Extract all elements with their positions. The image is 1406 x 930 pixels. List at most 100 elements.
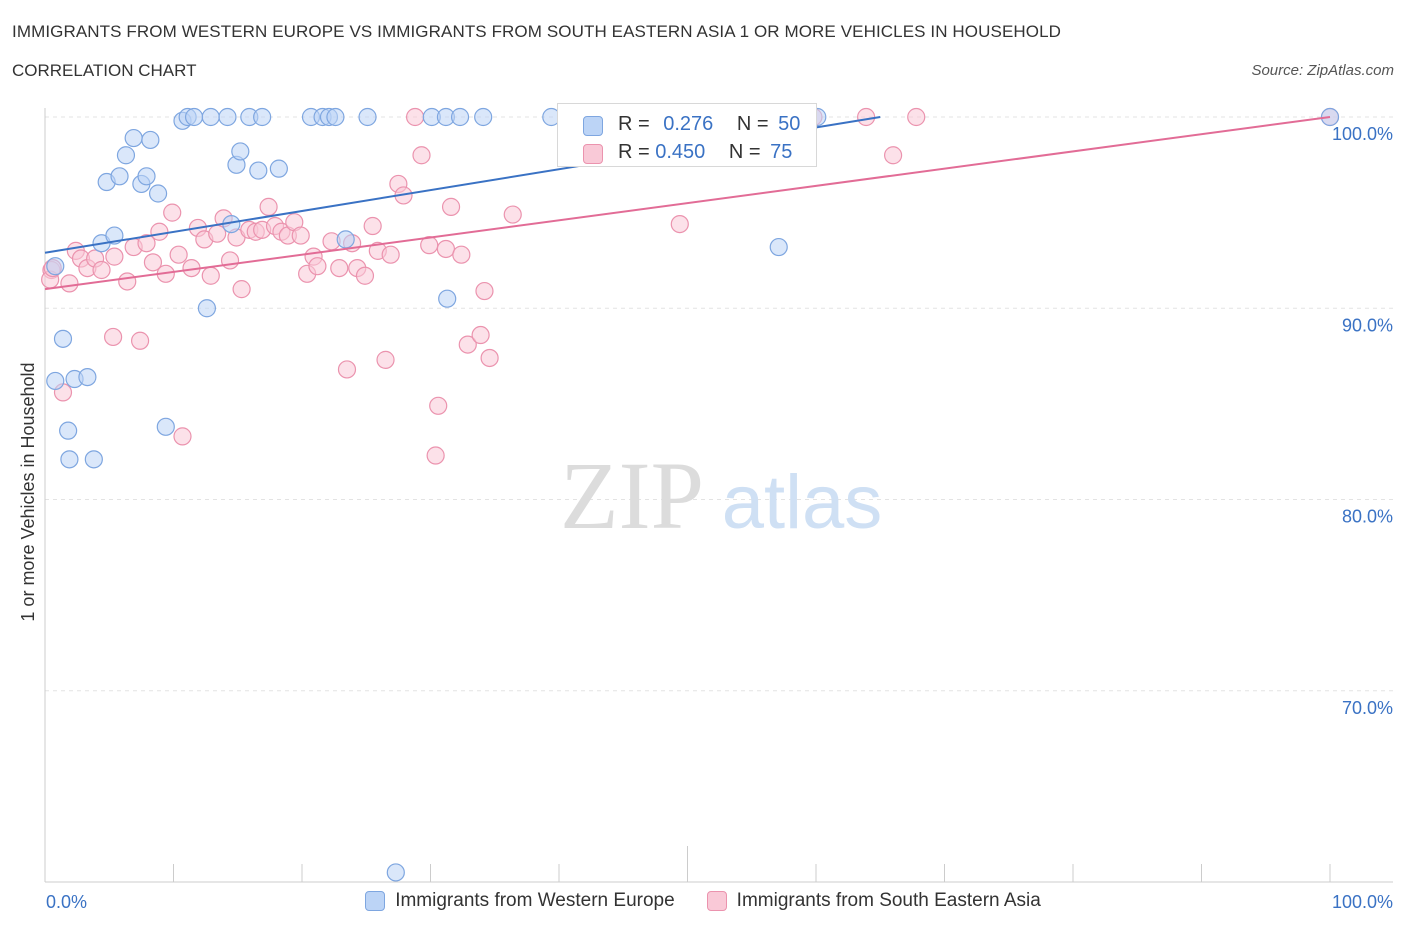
legend-label-south-eastern-asia: Immigrants from South Eastern Asia: [736, 890, 1041, 911]
series-western-europe-points: [46, 107, 1340, 882]
western-europe-point-1: [46, 371, 65, 391]
y-tick-label-80: 80.0%: [1342, 507, 1393, 527]
western-europe-point-21: [184, 107, 204, 127]
western-europe-point-27: [231, 142, 250, 161]
south-eastern-asia-point-55: [412, 146, 431, 165]
south-eastern-asia-point-67: [670, 215, 689, 234]
south-eastern-asia-point-54: [405, 107, 425, 127]
legend-item-south-eastern-asia[interactable]: Immigrants from South Eastern Asia: [706, 890, 1041, 912]
chart-title: IMMIGRANTS FROM WESTERN EUROPE VS IMMIGR…: [12, 22, 1062, 41]
south-eastern-asia-point-41: [308, 257, 327, 276]
south-eastern-asia-point-3: [60, 274, 79, 293]
western-europe-point-6: [84, 450, 103, 469]
south-eastern-asia-point-11: [118, 272, 137, 291]
south-eastern-asia-point-63: [471, 325, 490, 345]
western-europe-point-31: [269, 159, 288, 178]
stats-blue-n-label: N =: [736, 113, 769, 135]
trend-line-south-eastern-asia: [44, 116, 1331, 291]
tick-labels: 100.0% 90.0% 80.0% 70.0% 0.0% 100.0%: [46, 124, 1393, 912]
south-eastern-asia-point-64: [475, 281, 494, 301]
south-eastern-asia-point-57: [426, 446, 445, 465]
south-eastern-asia-point-62: [458, 335, 477, 354]
south-eastern-asia-point-70: [857, 107, 876, 127]
legend-swatch-pink: [706, 891, 727, 911]
stats-pink-r-value: 0.450: [655, 141, 706, 163]
stats-blue-r-label: R =: [618, 113, 650, 135]
south-eastern-asia-point-27: [220, 251, 240, 270]
south-eastern-asia-point-38: [291, 226, 310, 245]
western-europe-point-2: [53, 329, 73, 348]
western-europe-point-30: [253, 107, 272, 127]
legend-swatch-blue: [365, 891, 386, 911]
south-eastern-asia-point-13: [130, 331, 150, 350]
south-eastern-asia-point-66: [503, 205, 522, 224]
stats-legend: R = 0.276 N = 50 R = 0.450 N = 75: [557, 103, 817, 167]
south-eastern-asia-point-59: [436, 239, 456, 259]
y-tick-label-100: 100.0%: [1332, 124, 1393, 144]
south-eastern-asia-point-48: [363, 216, 382, 236]
stats-swatch-blue: [583, 116, 603, 136]
south-eastern-asia-point-8: [92, 260, 111, 280]
y-tick-label-90: 90.0%: [1342, 315, 1393, 335]
western-europe-point-16: [137, 167, 156, 186]
x-tick-label-min: 0.0%: [46, 892, 87, 912]
stats-swatch-pink: [583, 144, 603, 164]
south-eastern-asia-point-61: [452, 245, 471, 264]
western-europe-point-11: [110, 167, 129, 186]
south-eastern-asia-point-20: [173, 427, 192, 446]
south-eastern-asia-point-43: [330, 258, 349, 278]
western-europe-point-41: [450, 107, 470, 127]
south-eastern-asia-point-47: [355, 266, 375, 285]
western-europe-point-13: [124, 128, 143, 148]
western-europe-point-36: [336, 230, 355, 249]
south-eastern-asia-point-15: [143, 253, 163, 272]
western-europe-point-43: [474, 107, 493, 127]
western-europe-point-4: [59, 421, 78, 440]
western-europe-point-47: [769, 237, 788, 257]
western-europe-point-0: [46, 257, 65, 276]
south-eastern-asia-point-65: [480, 348, 499, 368]
south-eastern-asia-point-60: [441, 197, 461, 216]
western-europe-point-23: [201, 107, 220, 127]
south-eastern-asia-point-51: [381, 245, 400, 264]
western-europe-point-14: [141, 130, 160, 150]
watermark: ZIP atlas: [560, 442, 882, 549]
stats-pink-n-value: 75: [770, 141, 793, 163]
south-eastern-asia-point-29: [232, 280, 251, 299]
chart-legend: Immigrants from Western Europe Immigrant…: [0, 890, 1406, 912]
south-eastern-asia-point-16: [150, 222, 169, 241]
axes: [44, 108, 1393, 883]
western-europe-point-12: [116, 146, 136, 165]
south-eastern-asia-point-14: [137, 234, 156, 253]
western-europe-point-38: [386, 863, 405, 882]
chart-subtitle: CORRELATION CHART: [12, 61, 197, 80]
watermark-zip: ZIP: [560, 442, 704, 549]
south-eastern-asia-point-33: [259, 197, 278, 216]
stats-blue-n-value: 50: [778, 113, 801, 135]
stats-pink-n-label: N =: [728, 141, 761, 163]
y-tick-label-70: 70.0%: [1342, 698, 1393, 718]
south-eastern-asia-point-72: [907, 107, 926, 127]
watermark-atlas: atlas: [722, 460, 883, 545]
south-eastern-asia-point-10: [104, 327, 123, 347]
source-label: Source: ZipAtlas.com: [1251, 62, 1394, 79]
western-europe-point-22: [197, 299, 217, 318]
legend-item-western-europe[interactable]: Immigrants from Western Europe: [365, 890, 675, 912]
south-eastern-asia-point-19: [169, 245, 188, 264]
x-tick-label-max: 100.0%: [1332, 892, 1393, 912]
legend-label-western-europe: Immigrants from Western Europe: [395, 890, 675, 911]
south-eastern-asia-point-18: [163, 203, 182, 222]
western-europe-point-7: [78, 368, 97, 387]
south-eastern-asia-point-50: [376, 350, 395, 369]
western-europe-point-17: [148, 184, 168, 203]
western-europe-point-24: [218, 107, 237, 127]
western-europe-point-5: [60, 450, 79, 469]
stats-blue-r-value: 0.276: [663, 113, 714, 135]
y-axis-label: 1 or more Vehicles in Household: [18, 362, 38, 621]
western-europe-point-35: [326, 107, 345, 127]
south-eastern-asia-point-58: [429, 396, 448, 415]
south-eastern-asia-point-24: [201, 266, 220, 285]
western-europe-point-18: [156, 417, 175, 436]
western-europe-point-29: [249, 161, 268, 180]
